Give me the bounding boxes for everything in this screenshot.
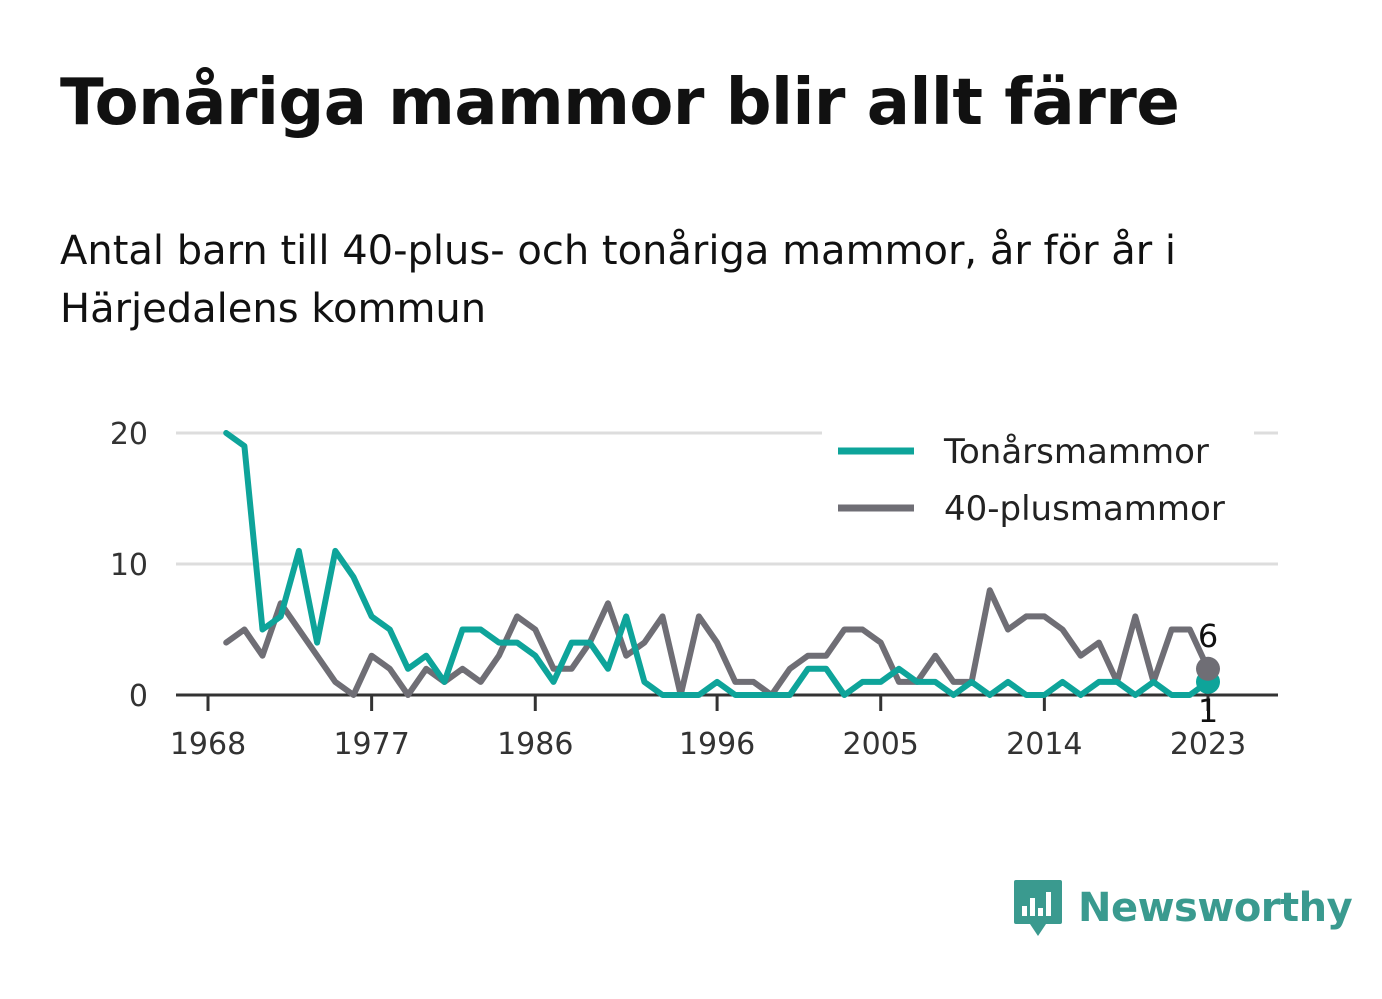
end-markers: 16 — [1196, 617, 1220, 730]
legend: Tonårsmammor 40-plusmammor — [838, 432, 1225, 529]
line-chart: 0 10 20 1968 1977 1986 1996 2005 2014 2023 Tonår… — [110, 417, 1278, 762]
y-tick-label-10: 10 — [110, 548, 148, 583]
x-axis: 1968 1977 1986 1996 2005 2014 2023 — [170, 693, 1278, 762]
series-line-0 — [223, 430, 1211, 698]
end-value-label-0: 1 — [1198, 692, 1218, 730]
x-tick-label-1968: 1968 — [170, 727, 246, 762]
end-value-label-1: 6 — [1198, 617, 1218, 655]
newsworthy-logo-icon — [1014, 880, 1062, 936]
x-tick-label-2023: 2023 — [1170, 727, 1246, 762]
x-tick-label-1996: 1996 — [679, 727, 755, 762]
legend-background — [822, 426, 1254, 544]
y-tick-label-20: 20 — [110, 417, 148, 452]
series-line-1 — [223, 587, 1211, 698]
brand-name: Newsworthy — [1078, 885, 1353, 931]
x-tick-label-2005: 2005 — [843, 727, 919, 762]
x-tick-label-1986: 1986 — [497, 727, 573, 762]
x-tick-label-1977: 1977 — [333, 727, 409, 762]
y-tick-label-0: 0 — [129, 679, 148, 714]
chart-subtitle: Antal barn till 40-plus- och tonåriga ma… — [60, 228, 1177, 332]
y-axis-ticks: 0 10 20 — [110, 417, 148, 714]
series-lines — [223, 430, 1211, 698]
brand-logo: Newsworthy — [1012, 878, 1353, 938]
legend-label-1: 40-plusmammor — [944, 489, 1225, 529]
legend-label-0: Tonårsmammor — [943, 432, 1209, 472]
chart-title: Tonåriga mammor blir allt färre — [60, 66, 1180, 140]
x-tick-label-2014: 2014 — [1006, 727, 1082, 762]
end-point-1 — [1196, 656, 1220, 681]
